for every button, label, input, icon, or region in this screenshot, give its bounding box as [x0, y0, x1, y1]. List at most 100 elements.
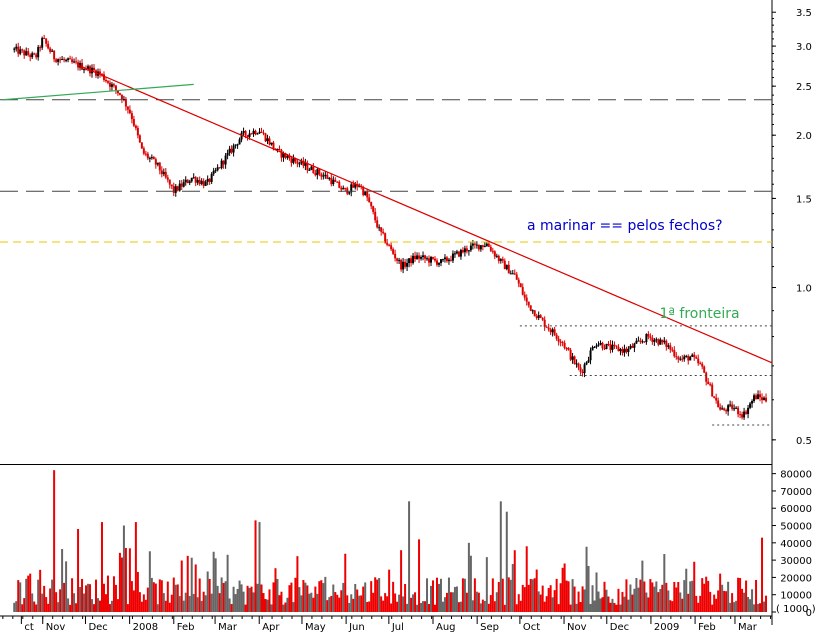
- volume-bar: [63, 582, 66, 612]
- candle-body: [55, 59, 58, 62]
- candle-body: [176, 186, 179, 191]
- candle-body: [59, 59, 62, 61]
- volume-bar: [402, 596, 405, 612]
- volume-bar: [737, 577, 740, 612]
- volume-bar: [467, 542, 470, 612]
- volume-bar: [37, 579, 40, 612]
- volume-bar: [435, 577, 438, 612]
- volume-bar: [336, 594, 339, 612]
- volume-bar: [545, 596, 548, 612]
- volume-bar: [741, 588, 744, 612]
- volume-bar: [398, 594, 401, 612]
- volume-bar: [210, 593, 213, 612]
- volume-bar: [51, 579, 54, 612]
- candle-body: [511, 273, 514, 275]
- x-tick-label: May: [305, 622, 326, 633]
- volume-bar: [388, 569, 391, 612]
- candle-body: [110, 84, 113, 87]
- volume-bar: [735, 600, 738, 612]
- candle-body: [447, 259, 450, 262]
- candle-body: [278, 148, 281, 150]
- candle-body: [106, 81, 109, 83]
- volume-bar: [206, 571, 209, 612]
- candle-body: [73, 61, 76, 63]
- volume-bar: [547, 588, 550, 612]
- candle-body: [27, 51, 30, 55]
- volume-tick-label: 60000: [780, 504, 812, 515]
- candle-body: [481, 245, 484, 247]
- volume-bar: [641, 560, 644, 612]
- candle-body: [609, 344, 612, 350]
- candle-body: [234, 144, 237, 146]
- volume-bar: [85, 585, 88, 612]
- candle-body: [713, 396, 716, 398]
- volume-bar: [156, 604, 159, 612]
- volume-bar: [370, 581, 373, 612]
- volume-bar: [469, 555, 472, 612]
- candle-body: [637, 340, 640, 342]
- candle-body: [250, 133, 253, 135]
- candle-body: [687, 355, 690, 361]
- candle-body: [459, 250, 462, 257]
- candle-body: [198, 180, 201, 184]
- candle-body: [525, 297, 528, 302]
- volume-bar: [374, 577, 377, 612]
- candle-body: [108, 82, 111, 87]
- volume-bar: [168, 602, 171, 612]
- volume-bar: [731, 593, 734, 612]
- candle-body: [136, 127, 139, 136]
- volume-bar: [124, 547, 127, 612]
- volume-bar: [745, 580, 748, 612]
- candle-body: [663, 340, 666, 343]
- candle-body: [170, 184, 173, 187]
- volume-bar: [152, 582, 155, 612]
- volume-bar: [47, 603, 50, 612]
- candle-body: [272, 142, 275, 149]
- candle-body: [461, 250, 464, 253]
- candle-body: [148, 157, 151, 159]
- volume-bar: [348, 602, 351, 612]
- volume-bar: [250, 586, 253, 612]
- candle-body: [31, 53, 34, 58]
- volume-bar: [433, 604, 436, 612]
- volume-bar: [104, 594, 107, 612]
- volume-bar: [276, 578, 279, 612]
- candle-body: [156, 162, 159, 165]
- volume-bar: [406, 603, 409, 612]
- candle-body: [214, 170, 217, 172]
- volume-bar: [224, 581, 227, 612]
- candle-body: [723, 408, 726, 411]
- x-tick-label: ct: [24, 622, 33, 633]
- volume-bar: [430, 585, 433, 612]
- candle-body: [469, 245, 472, 251]
- volume-bar: [150, 577, 153, 612]
- candle-body: [575, 363, 578, 365]
- volume-bar: [138, 592, 141, 612]
- volume-bar: [296, 556, 299, 612]
- volume-bars: [13, 470, 768, 612]
- candle-body: [69, 58, 72, 60]
- candle-body: [276, 148, 279, 151]
- candle-body: [242, 131, 245, 133]
- volume-bar: [334, 592, 337, 612]
- volume-bar: [477, 592, 480, 612]
- volume-bar: [597, 591, 600, 612]
- candle-body: [112, 84, 115, 86]
- volume-bar: [507, 577, 510, 612]
- volume-bar: [437, 583, 440, 612]
- candle-body: [603, 348, 606, 350]
- volume-bar: [619, 604, 622, 612]
- volume-bar: [420, 602, 423, 612]
- volume-bar: [136, 571, 139, 612]
- candle-body: [751, 400, 754, 404]
- volume-bar: [384, 593, 387, 612]
- candle-body: [53, 50, 56, 60]
- volume-bar: [691, 580, 694, 612]
- volume-bar: [757, 603, 760, 612]
- volume-bar: [589, 603, 592, 612]
- candle-body: [268, 138, 271, 145]
- volume-bar: [230, 604, 233, 612]
- candle-body: [266, 138, 269, 142]
- volume-bar: [164, 600, 167, 612]
- candle-body: [134, 125, 137, 128]
